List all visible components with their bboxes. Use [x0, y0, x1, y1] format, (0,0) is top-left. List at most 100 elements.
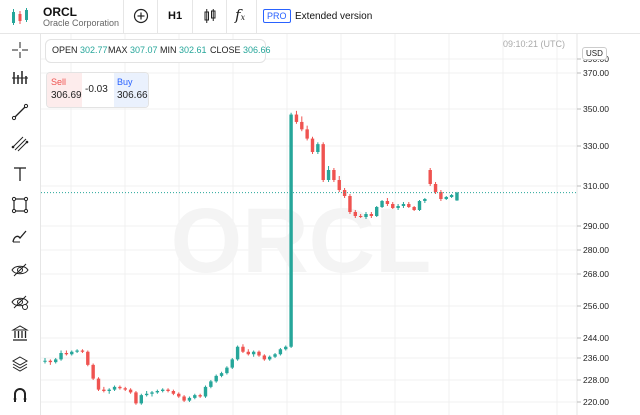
candle-body	[48, 360, 53, 363]
y-tick-label: 220.00	[583, 397, 609, 407]
top-bar: ORCL Oracle Corporation H1 fx PRO Extend…	[0, 0, 640, 34]
candle-body	[268, 356, 272, 360]
y-tick-label: 236.00	[583, 353, 609, 363]
trend-line-icon[interactable]	[4, 96, 36, 128]
rectangle-tool-icon[interactable]	[4, 189, 36, 221]
candlestick-logo-icon	[12, 8, 28, 25]
candle-body	[198, 395, 202, 397]
candle-body	[161, 389, 165, 391]
brush-tool-icon[interactable]	[4, 220, 36, 252]
candle-body	[412, 207, 416, 210]
candle-body	[369, 214, 374, 216]
y-tick-label: 330.00	[583, 141, 609, 151]
candle-body	[144, 393, 149, 396]
y-tick-label: 310.00	[583, 181, 609, 191]
sell-price: 306.69	[51, 90, 82, 101]
candle-body	[171, 391, 176, 394]
candle-body	[433, 184, 438, 192]
candle-body	[417, 201, 422, 210]
extended-version-link[interactable]: Extended version	[295, 11, 373, 22]
candle-body	[241, 346, 245, 352]
crosshair-icon[interactable]	[4, 34, 36, 66]
candle-body	[225, 367, 229, 374]
indicators-bars-icon[interactable]	[4, 62, 36, 94]
candle-body	[235, 346, 240, 360]
candle-body	[294, 114, 299, 122]
y-tick-label: 268.00	[583, 269, 609, 279]
candle-body	[75, 350, 79, 352]
candle-body	[219, 373, 224, 376]
plus-circle-icon[interactable]	[133, 8, 149, 24]
candle-body	[321, 144, 325, 180]
spread-value: -0.03	[85, 84, 108, 95]
candle-body	[257, 351, 261, 356]
eye-crossed-icon[interactable]	[4, 254, 36, 286]
fib-tool-icon[interactable]	[4, 128, 36, 160]
candle-body	[203, 386, 208, 397]
buy-button[interactable]: Buy 306.66	[114, 73, 148, 107]
candle-body	[107, 389, 111, 391]
y-tick-label: 244.00	[583, 333, 609, 343]
candle-body	[209, 381, 213, 387]
watermark: ORCL	[171, 190, 432, 292]
candle-body	[300, 121, 304, 130]
candle-body	[273, 354, 277, 357]
candlestick-icon[interactable]	[202, 8, 218, 24]
candle-body	[337, 180, 341, 190]
candle-body	[278, 349, 283, 355]
trade-panel: Sell 306.69 -0.03 Buy 306.66	[46, 72, 149, 108]
bank-icon[interactable]	[4, 317, 36, 349]
y-tick-label: 350.00	[583, 104, 609, 114]
candle-body	[439, 192, 443, 199]
close-label: CLOSE	[210, 45, 241, 55]
candle-body	[134, 392, 138, 404]
candle-body	[177, 393, 181, 397]
candle-body	[102, 389, 106, 391]
candle-body	[43, 360, 47, 362]
company-name: Oracle Corporation	[43, 18, 120, 28]
candle-body	[112, 386, 117, 390]
text-tool-icon[interactable]	[4, 158, 36, 190]
max-label: MAX	[108, 45, 128, 55]
candle-body	[428, 170, 432, 184]
max-value: 307.07	[130, 45, 158, 55]
candle-body	[80, 350, 85, 352]
close-value: 306.66	[243, 45, 271, 55]
eye-crossed-2-icon[interactable]	[4, 286, 36, 318]
layers-icon[interactable]	[4, 348, 36, 380]
candle-body	[96, 378, 101, 390]
open-value: 302.77	[80, 45, 108, 55]
candle-body	[401, 204, 406, 206]
magnet-icon[interactable]	[4, 379, 36, 411]
fx-icon[interactable]: fx	[235, 6, 246, 24]
candle-body	[375, 207, 379, 216]
candle-body	[230, 359, 234, 368]
candle-body	[214, 375, 218, 382]
y-tick-label: 290.00	[583, 221, 609, 231]
candle-body	[193, 395, 197, 398]
candle-body	[251, 351, 256, 355]
candle-body	[182, 396, 186, 401]
drawing-toolbar	[0, 34, 41, 415]
candle-body	[166, 389, 170, 391]
candle-body	[118, 386, 122, 389]
candle-body	[316, 144, 320, 152]
candle-body	[246, 351, 250, 355]
timeframe-button[interactable]: H1	[168, 10, 183, 22]
candle-body	[332, 170, 336, 180]
chart-area[interactable]: ORCL 390.00370.00350.00330.00310.00290.0…	[41, 34, 640, 415]
pro-badge[interactable]: PRO	[263, 9, 291, 23]
candle-body	[86, 351, 90, 365]
currency-badge[interactable]: USD	[582, 47, 607, 60]
buy-price: 306.66	[117, 90, 148, 101]
sell-button[interactable]: Sell 306.69	[47, 73, 82, 107]
min-label: MIN	[160, 45, 177, 55]
candle-body	[385, 201, 390, 204]
buy-label: Buy	[117, 77, 133, 87]
candle-body	[284, 346, 288, 350]
ohlc-legend: OPEN 302.77 MAX 307.07 MIN 302.61 CLOSE …	[45, 39, 271, 63]
symbol-name[interactable]: ORCL	[43, 5, 77, 19]
candle-body	[123, 388, 127, 390]
candle-body	[305, 129, 309, 139]
candle-body	[128, 389, 133, 393]
